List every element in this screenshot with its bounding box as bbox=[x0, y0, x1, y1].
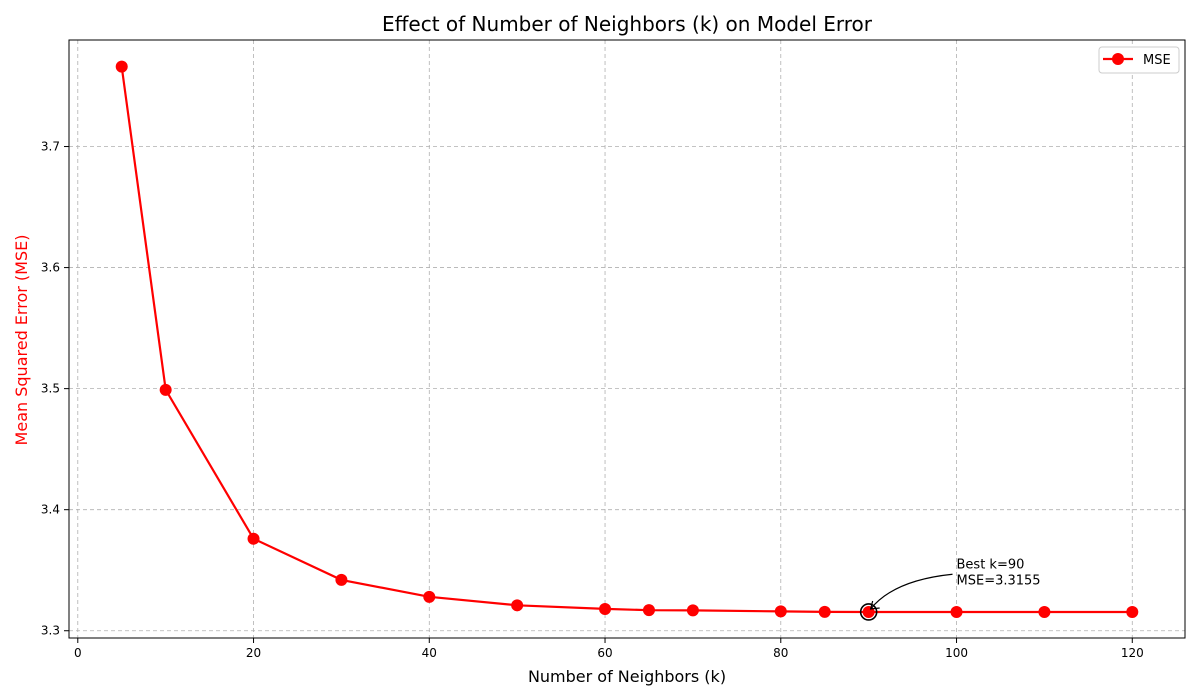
x-tick-label: 20 bbox=[246, 646, 261, 660]
data-point bbox=[774, 605, 787, 618]
data-point bbox=[511, 599, 524, 612]
x-tick-label: 60 bbox=[597, 646, 612, 660]
legend-label-mse: MSE bbox=[1143, 53, 1171, 68]
series-markers bbox=[115, 60, 1139, 618]
annotation-best-k: Best k=90 bbox=[957, 557, 1025, 572]
legend-marker-mse bbox=[1112, 53, 1124, 65]
annotation-arrow bbox=[870, 573, 953, 610]
legend: MSE bbox=[1098, 46, 1180, 74]
best-k-annotation: Best k=90 MSE=3.3155 bbox=[859, 557, 1041, 621]
x-tick-label: 40 bbox=[422, 646, 437, 660]
data-point bbox=[599, 602, 612, 615]
grid bbox=[69, 40, 1185, 638]
x-tick-label: 120 bbox=[1121, 646, 1144, 660]
data-point bbox=[642, 604, 655, 617]
y-tick-label: 3.4 bbox=[41, 503, 60, 517]
data-point bbox=[1126, 605, 1139, 618]
x-tick-label: 80 bbox=[773, 646, 788, 660]
data-point bbox=[1038, 605, 1051, 618]
data-point bbox=[818, 605, 831, 618]
best-point-ring bbox=[859, 603, 878, 621]
data-point bbox=[950, 605, 963, 618]
x-tick-label: 0 bbox=[74, 646, 82, 660]
y-axis-title: Mean Squared Error (MSE) bbox=[12, 235, 31, 446]
data-point bbox=[159, 383, 172, 396]
annotation-arrowhead bbox=[869, 600, 880, 610]
x-tick-label: 100 bbox=[945, 646, 968, 660]
y-tick-label: 3.3 bbox=[41, 624, 60, 638]
x-axis-ticks: 0 20 40 60 80 100 120 bbox=[74, 638, 1144, 660]
data-point bbox=[686, 604, 699, 617]
y-tick-label: 3.7 bbox=[41, 140, 60, 154]
y-tick-label: 3.6 bbox=[41, 261, 60, 275]
y-axis-ticks: 3.3 3.4 3.5 3.6 3.7 bbox=[41, 140, 69, 638]
chart-title: Effect of Number of Neighbors (k) on Mod… bbox=[382, 12, 873, 36]
x-axis-title: Number of Neighbors (k) bbox=[528, 667, 726, 686]
data-point bbox=[247, 532, 260, 545]
data-point bbox=[862, 605, 875, 618]
annotation-best-mse: MSE=3.3155 bbox=[957, 573, 1041, 588]
series-line-mse bbox=[120, 66, 1133, 614]
data-point bbox=[335, 573, 348, 586]
plot-frame bbox=[68, 39, 1186, 639]
data-point bbox=[115, 60, 128, 73]
data-point bbox=[423, 590, 436, 603]
y-tick-label: 3.5 bbox=[41, 382, 60, 396]
